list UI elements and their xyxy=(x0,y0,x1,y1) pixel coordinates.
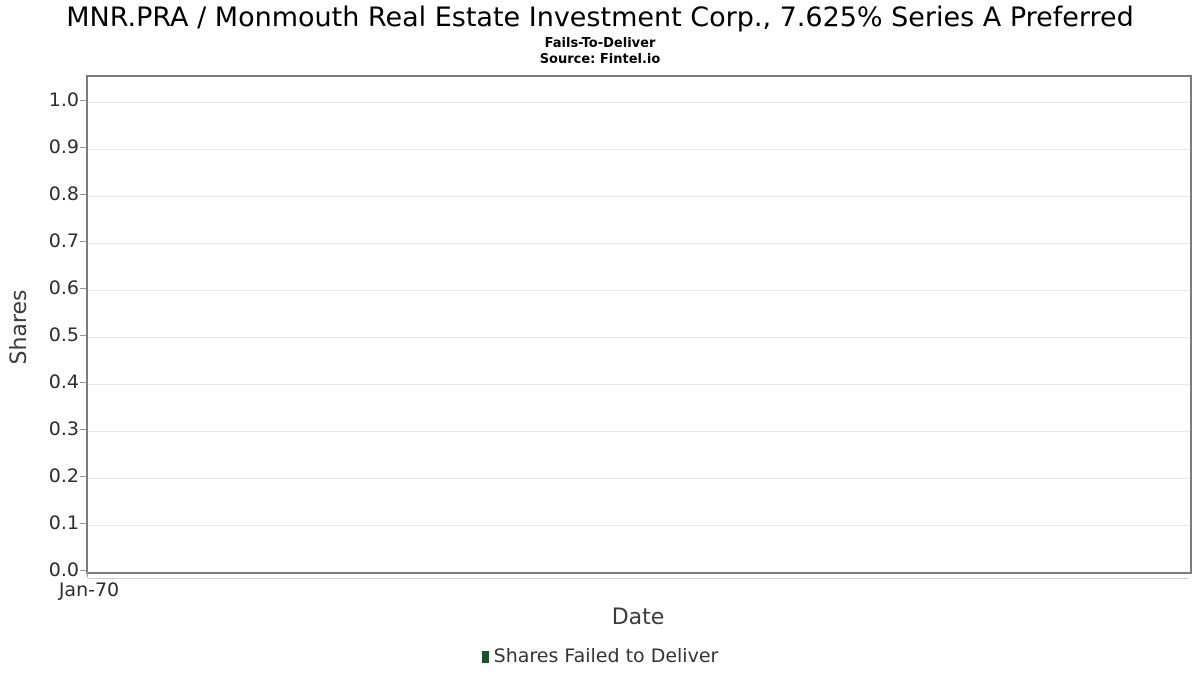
y-tick-label: 1.0 xyxy=(48,88,79,111)
y-tick-label: 0.1 xyxy=(48,512,79,534)
y-tick-label: 0.6 xyxy=(48,276,79,299)
y-tick-mark xyxy=(80,570,86,571)
legend-marker-icon xyxy=(481,651,489,663)
chart-title: MNR.PRA / Monmouth Real Estate Investmen… xyxy=(66,2,1134,33)
gridline xyxy=(88,384,1190,385)
legend-label: Shares Failed to Deliver xyxy=(493,645,719,667)
y-tick-label: 0.5 xyxy=(48,324,79,346)
y-axis-label: Shares xyxy=(7,289,32,365)
gridline xyxy=(88,195,1190,197)
y-tick-mark xyxy=(80,287,86,289)
x-tick-label: Jan-70 xyxy=(58,579,120,601)
y-tick-label: 0.7 xyxy=(48,229,79,252)
gridline xyxy=(88,289,1190,291)
y-tick-mark xyxy=(80,335,86,336)
x-axis-subline xyxy=(87,578,1188,579)
gridline xyxy=(88,148,1190,150)
gridline xyxy=(88,478,1190,479)
chart-source: Source: Fintel.io xyxy=(539,52,661,67)
legend-item-shares-failed[interactable]: Shares Failed to Deliver xyxy=(481,645,719,667)
y-tick-label: 0.2 xyxy=(48,465,79,487)
x-axis-label: Date xyxy=(611,605,665,630)
y-tick-mark xyxy=(80,146,86,148)
y-tick-label: 0.4 xyxy=(48,371,79,393)
gridline xyxy=(88,101,1190,103)
y-tick-mark xyxy=(80,240,86,242)
legend: Shares Failed to Deliver xyxy=(0,645,1200,667)
gridline xyxy=(88,431,1190,432)
y-tick-label: 0.9 xyxy=(48,135,79,158)
y-tick-label: 0.8 xyxy=(48,182,79,205)
y-tick-label: 0.3 xyxy=(48,418,79,440)
y-tick-mark xyxy=(80,476,86,477)
y-tick-mark xyxy=(80,523,86,524)
y-tick-mark xyxy=(80,193,86,195)
plot-area xyxy=(86,75,1192,574)
y-tick-label: 0.0 xyxy=(48,559,79,581)
gridline xyxy=(88,337,1190,338)
y-tick-mark xyxy=(80,99,86,101)
y-tick-mark xyxy=(80,382,86,383)
chart-subtitle: Fails-To-Deliver xyxy=(544,36,656,51)
x-tick-mark xyxy=(87,572,88,577)
gridline xyxy=(88,525,1190,526)
y-tick-mark xyxy=(80,429,86,430)
gridline xyxy=(88,242,1190,244)
